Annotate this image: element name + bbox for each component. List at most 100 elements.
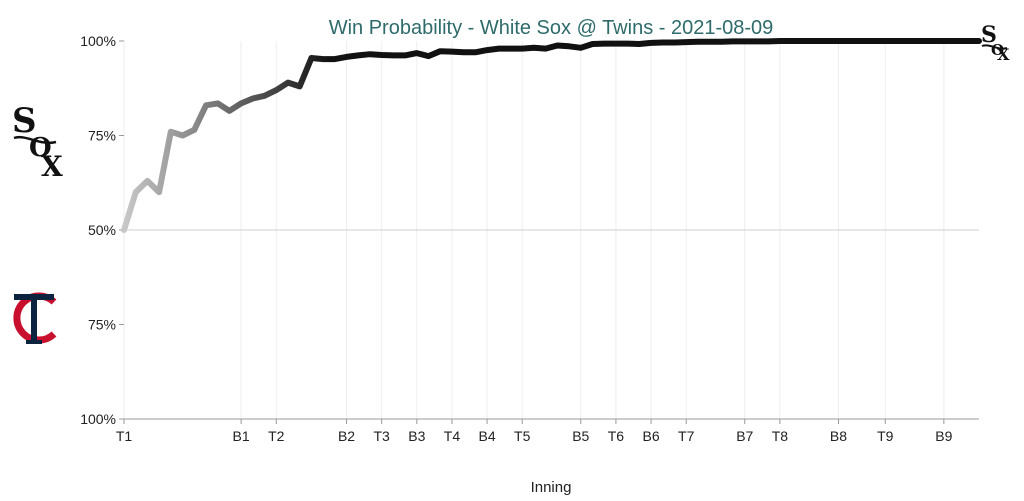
- data-point: [204, 103, 208, 107]
- data-point: [907, 39, 911, 43]
- x-tick-label: T3: [373, 428, 390, 444]
- data-point: [181, 134, 185, 138]
- data-point: [274, 88, 278, 92]
- svg-text:O: O: [991, 41, 1004, 59]
- data-point: [672, 41, 676, 45]
- data-point: [532, 46, 536, 50]
- data-point: [192, 128, 196, 132]
- data-point: [415, 51, 419, 55]
- y-tick-label: 50%: [88, 222, 116, 238]
- x-tick-label: T7: [678, 428, 695, 444]
- x-tick-label: T5: [514, 428, 531, 444]
- svg-text:X: X: [997, 45, 1010, 64]
- x-tick-label: T4: [444, 428, 461, 444]
- data-point: [309, 56, 313, 60]
- x-tick-label: B5: [572, 428, 589, 444]
- data-point: [825, 39, 829, 43]
- data-point: [134, 190, 138, 194]
- x-tick-label: T9: [877, 428, 894, 444]
- data-point: [778, 39, 782, 43]
- y-tick-label: 75%: [88, 128, 116, 144]
- data-point: [333, 57, 337, 61]
- x-tick-label: B1: [233, 428, 250, 444]
- data-point: [251, 96, 255, 100]
- x-tick-label: B6: [642, 428, 659, 444]
- x-tick-label: T2: [268, 428, 285, 444]
- x-tick-label: B3: [408, 428, 425, 444]
- data-point: [239, 101, 243, 105]
- win-probability-line: [121, 38, 982, 233]
- data-point: [696, 40, 700, 44]
- y-tick-label: 100%: [80, 33, 116, 49]
- data-point: [883, 39, 887, 43]
- data-point: [860, 39, 864, 43]
- y-tick-label: 100%: [80, 411, 116, 427]
- chart-title: Win Probability - White Sox @ Twins - 20…: [329, 17, 774, 39]
- data-point: [473, 50, 477, 54]
- data-point: [157, 190, 161, 194]
- data-point: [790, 39, 794, 43]
- data-point: [649, 41, 653, 45]
- data-point: [813, 39, 817, 43]
- x-tick-label: B8: [830, 428, 847, 444]
- data-point: [345, 55, 349, 59]
- data-point: [380, 53, 384, 57]
- data-point: [567, 44, 571, 48]
- x-tick-label: T1: [116, 428, 133, 444]
- x-tick-label: B7: [736, 428, 753, 444]
- data-point: [954, 39, 958, 43]
- data-point: [614, 42, 618, 46]
- data-point: [743, 39, 747, 43]
- data-point: [263, 94, 267, 98]
- data-point: [520, 47, 524, 51]
- twins-logo: [13, 292, 57, 344]
- svg-text:S: S: [12, 101, 37, 141]
- x-tick-label: B4: [479, 428, 496, 444]
- data-point: [766, 39, 770, 43]
- data-point: [356, 53, 360, 57]
- x-tick-label: B2: [338, 428, 355, 444]
- svg-text:X: X: [41, 150, 63, 183]
- data-point: [122, 228, 126, 232]
- data-point: [965, 39, 969, 43]
- x-tick-label: B9: [935, 428, 952, 444]
- data-point: [497, 47, 501, 51]
- data-point: [801, 39, 805, 43]
- data-point: [368, 52, 372, 56]
- x-tick-label: T8: [772, 428, 789, 444]
- data-point: [544, 47, 548, 51]
- data-point: [450, 50, 454, 54]
- data-point: [590, 42, 594, 46]
- data-point: [403, 53, 407, 57]
- win-probability-points: [122, 39, 981, 232]
- data-point: [708, 40, 712, 44]
- data-point: [661, 41, 665, 45]
- data-point: [731, 39, 735, 43]
- data-point: [848, 39, 852, 43]
- data-point: [555, 44, 559, 48]
- data-point: [602, 42, 606, 46]
- data-point: [391, 53, 395, 57]
- y-tick-label: 75%: [88, 317, 116, 333]
- data-point: [895, 39, 899, 43]
- data-point: [298, 84, 302, 88]
- data-point: [462, 50, 466, 54]
- y-axis-ticks: 100% 75% 50% 75% 100%: [80, 33, 124, 427]
- svg-text:S: S: [981, 22, 997, 48]
- data-point: [930, 39, 934, 43]
- data-point: [626, 42, 630, 46]
- data-point: [942, 39, 946, 43]
- data-point: [918, 39, 922, 43]
- data-point: [509, 47, 513, 51]
- data-point: [169, 130, 173, 134]
- data-point: [637, 42, 641, 46]
- data-point: [216, 101, 220, 105]
- data-point: [321, 57, 325, 61]
- data-point: [438, 49, 442, 53]
- data-point: [754, 39, 758, 43]
- x-axis-label: Inning: [531, 479, 572, 496]
- data-point: [145, 179, 149, 183]
- data-point: [719, 40, 723, 44]
- white-sox-logo: S O X: [12, 101, 63, 183]
